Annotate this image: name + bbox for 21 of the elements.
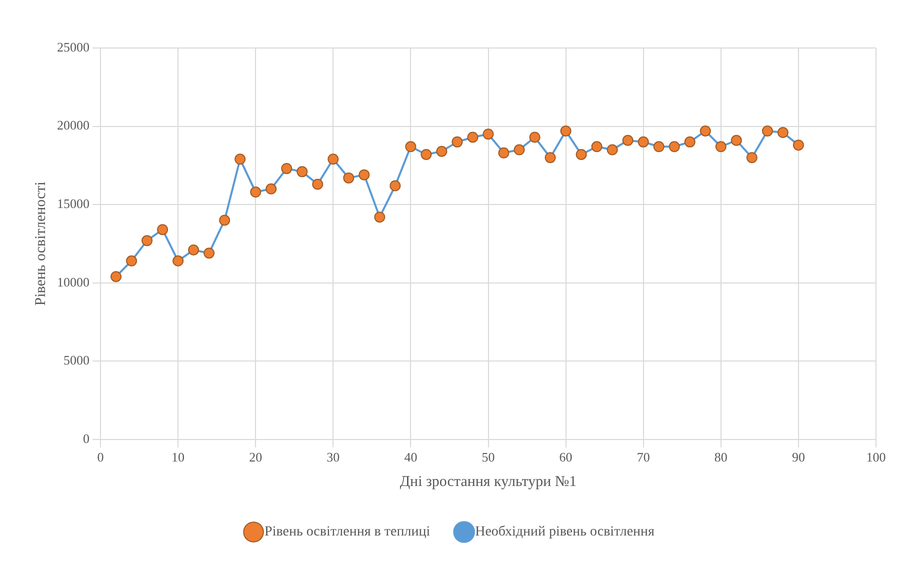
- x-tick-label: 40: [404, 450, 418, 465]
- x-tick-label: 80: [714, 450, 728, 465]
- y-tick-label: 0: [83, 430, 90, 446]
- x-tick-label: 0: [97, 450, 104, 465]
- legend-label: Рівень освітлення в теплиці: [264, 524, 430, 540]
- x-tick-label: 10: [172, 450, 185, 465]
- x-tick-label: 30: [326, 450, 340, 465]
- x-tick-label: 60: [559, 450, 572, 465]
- y-tick-label: 25000: [57, 39, 90, 54]
- x-tick-label: 90: [792, 450, 805, 465]
- legend-label: Необхідний рівень освітлення: [475, 524, 656, 540]
- y-tick-label: 5000: [64, 352, 90, 368]
- x-tick-label: 20: [249, 450, 262, 465]
- y-tick-label: 15000: [57, 196, 90, 211]
- x-tick-label: 100: [866, 450, 886, 465]
- y-tick-label: 20000: [57, 118, 90, 133]
- y-tick-label: 10000: [57, 274, 90, 290]
- x-axis-title: Дні зростання культури №1: [400, 474, 577, 490]
- x-tick-label: 70: [636, 450, 650, 465]
- y-axis-title: Рівень освітленості: [32, 182, 49, 306]
- x-tick-label: 50: [482, 450, 495, 465]
